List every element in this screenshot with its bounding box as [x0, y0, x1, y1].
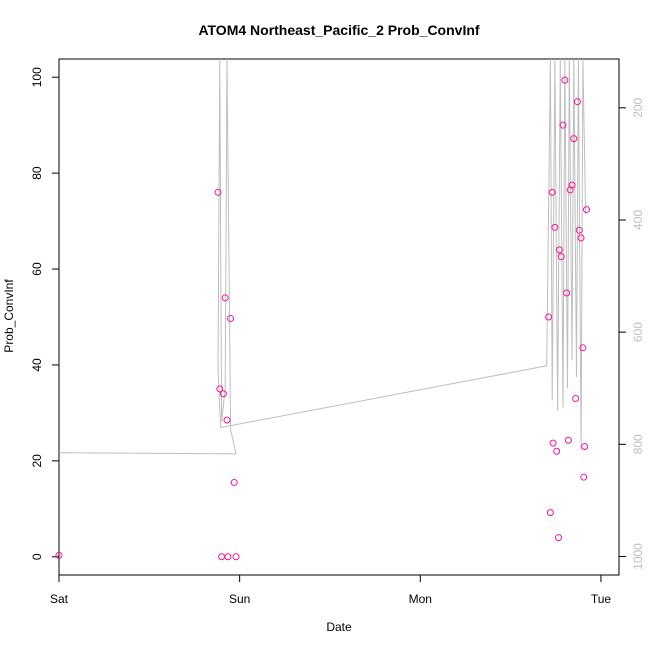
data-point — [580, 473, 588, 481]
data-point — [219, 390, 227, 398]
data-point — [561, 76, 569, 84]
data-point — [230, 478, 238, 486]
data-point — [224, 553, 232, 561]
data-point — [554, 534, 562, 542]
x-axis-title: Date — [326, 620, 352, 634]
data-point — [573, 98, 581, 106]
data-point — [579, 344, 587, 352]
y-tick-label: 80 — [30, 166, 44, 180]
data-point — [581, 442, 589, 450]
data-point — [570, 135, 578, 143]
data-point — [221, 294, 229, 302]
data-point — [564, 436, 572, 444]
data-point — [227, 314, 235, 322]
point-layer — [55, 76, 590, 561]
y-tick-label: 60 — [30, 262, 44, 276]
data-point — [575, 226, 583, 234]
data-point — [546, 509, 554, 517]
data-point — [553, 447, 561, 455]
y-tick-label: 100 — [30, 67, 44, 87]
y-tick-label: 40 — [30, 358, 44, 372]
y-tick-label: 0 — [30, 553, 44, 560]
data-point — [218, 553, 226, 561]
chart-title: ATOM4 Northeast_Pacific_2 Prob_ConvInf — [198, 22, 479, 38]
data-point — [223, 416, 231, 424]
data-point — [214, 188, 222, 196]
data-point — [232, 553, 240, 561]
data-point — [548, 188, 556, 196]
right-axis-tick-label: 1000 — [631, 543, 645, 570]
data-point — [559, 121, 567, 129]
right-axis-tick-label: 400 — [631, 210, 645, 230]
data-point — [549, 439, 557, 447]
data-point — [566, 186, 574, 194]
x-tick-label: Mon — [409, 592, 432, 606]
right-axis-tick-label: 200 — [631, 97, 645, 117]
right-axis-tick-label: 800 — [631, 434, 645, 454]
right-axis-tick-label: 600 — [631, 322, 645, 342]
data-point — [582, 206, 590, 214]
data-point — [55, 551, 63, 559]
plot-frame — [58, 58, 620, 576]
data-point — [551, 223, 559, 231]
data-point — [545, 313, 553, 321]
series-line — [59, 59, 587, 455]
data-point — [557, 253, 565, 261]
y-axis-title: Prob_ConvInf — [2, 279, 16, 353]
data-point — [216, 385, 224, 393]
data-point — [572, 395, 580, 403]
y-tick-label: 20 — [30, 454, 44, 468]
x-tick-label: Tue — [591, 592, 612, 606]
line-layer — [59, 59, 587, 455]
data-point — [568, 181, 576, 189]
data-point — [555, 246, 563, 254]
data-point — [577, 234, 585, 242]
x-tick-label: Sun — [229, 592, 250, 606]
x-tick-label: Sat — [50, 592, 69, 606]
axes: Sat Sun Mon Tue 0 20 40 60 80 100 200 400 600 800 1000 — [30, 67, 645, 606]
data-point — [563, 289, 571, 297]
